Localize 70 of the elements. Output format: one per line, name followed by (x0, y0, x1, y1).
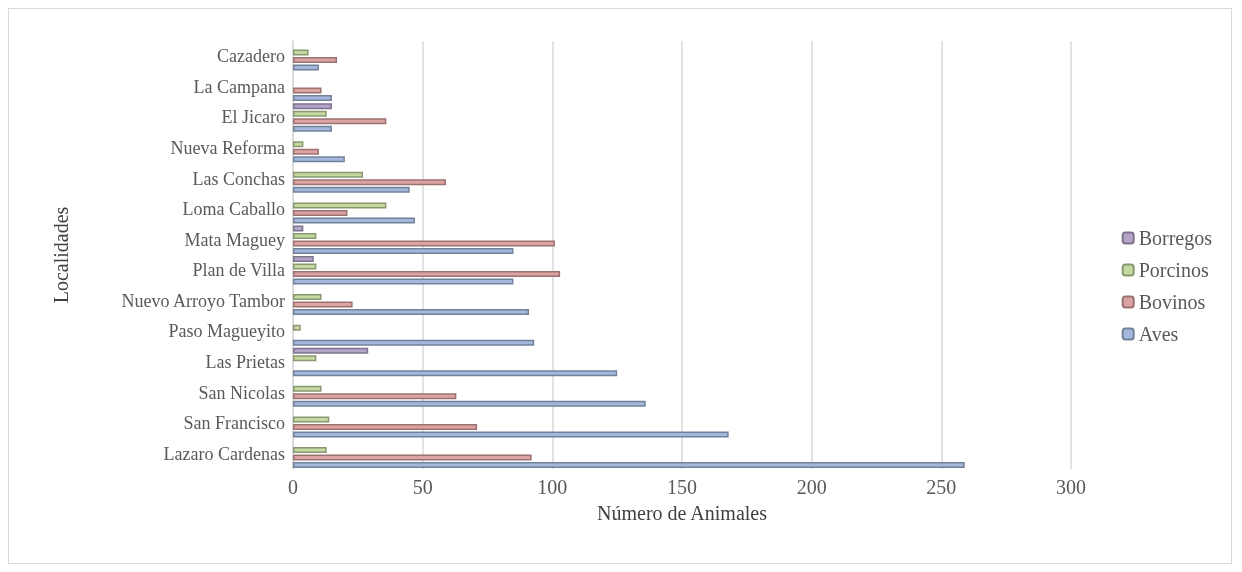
bar (293, 186, 410, 193)
bar (293, 240, 555, 247)
y-tick-label: Mata Maguey (184, 229, 285, 250)
y-tick-label: Las Prietas (205, 352, 285, 372)
bar (293, 103, 332, 110)
bar (293, 247, 514, 254)
bar (293, 393, 457, 400)
bar (293, 64, 319, 71)
bar (293, 263, 317, 270)
legend-label: Porcinos (1138, 259, 1209, 281)
legend-label: Bovinos (1138, 291, 1206, 313)
y-tick-label: Lazaro Cardenas (163, 443, 285, 464)
bar (293, 141, 304, 148)
bar (293, 309, 529, 316)
bar (293, 156, 345, 163)
x-tick-label: 150 (667, 476, 697, 498)
bar (293, 256, 314, 263)
bar (293, 148, 319, 155)
bar (293, 324, 301, 331)
bar (293, 423, 478, 430)
bar (293, 202, 387, 209)
y-tick-label: Nueva Reforma (170, 138, 286, 158)
bar (293, 95, 332, 102)
bar (293, 225, 304, 232)
y-tick-label: Las Conchas (192, 168, 285, 189)
bar (293, 179, 447, 186)
bar (293, 370, 618, 377)
y-tick-label: Loma Caballo (182, 199, 285, 220)
y-tick-label: Nuevo Arroyo Tambor (121, 290, 285, 311)
bar (293, 400, 646, 407)
bar (293, 301, 353, 308)
bar (293, 454, 532, 461)
bar (293, 385, 322, 392)
bar (293, 209, 348, 216)
x-tick-label: 0 (288, 476, 298, 498)
x-axis-title: Número de Animales (597, 502, 768, 524)
y-tick-label: La Campana (193, 76, 285, 97)
bar (293, 118, 387, 125)
bar (293, 49, 309, 56)
x-tick-label: 200 (796, 476, 827, 498)
x-tick-label: 250 (926, 476, 957, 498)
bar (293, 355, 317, 362)
bar (293, 431, 729, 438)
y-axis-title: Localidades (50, 206, 72, 304)
y-tick-label: El Jicaro (221, 107, 285, 128)
bar (293, 278, 514, 285)
bar (293, 110, 327, 117)
y-tick-label: Paso Magueyito (168, 321, 285, 342)
bar (293, 339, 535, 346)
bar (293, 232, 317, 239)
bar (293, 461, 965, 468)
bar (293, 217, 415, 224)
x-tick-label: 300 (1056, 476, 1086, 498)
y-tick-label: San Nicolas (198, 382, 285, 403)
y-tick-label: Plan de Villa (192, 260, 286, 281)
bar (293, 446, 327, 453)
bar (293, 125, 332, 132)
bar (293, 416, 330, 423)
x-tick-label: 50 (412, 476, 433, 498)
legend-label: Aves (1138, 323, 1179, 345)
legend-label: Borregos (1138, 227, 1213, 250)
bar (293, 347, 369, 354)
bar (293, 171, 364, 178)
bar (293, 57, 338, 64)
bar (293, 87, 322, 94)
y-tick-label: Cazadero (217, 46, 285, 67)
x-tick-label: 100 (537, 476, 568, 498)
bar (293, 271, 561, 278)
bar (293, 294, 322, 301)
y-tick-label: San Francisco (183, 413, 285, 434)
